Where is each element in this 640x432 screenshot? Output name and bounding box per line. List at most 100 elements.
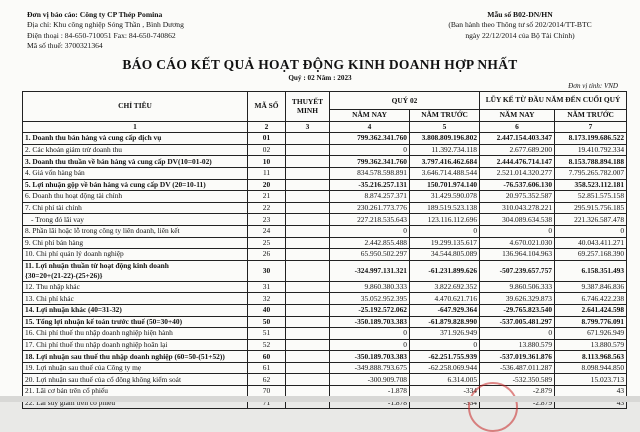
row-q-this-year: 227.218.535.643 — [329, 213, 410, 226]
index-7: 7 — [554, 120, 628, 134]
row-y-last-year: 19.410.792.334 — [554, 143, 628, 157]
row-y-this-year: 39.626.329.873 — [479, 292, 556, 305]
row-label: 10. Chi phí quản lý doanh nghiệp — [22, 248, 248, 261]
row-q-this-year: 799.362.341.760 — [329, 155, 410, 168]
row-y-this-year: -537.005.481.297 — [479, 315, 556, 329]
row-q-last-year: -61.879.828.990 — [408, 315, 481, 329]
index-5: 5 — [408, 120, 481, 134]
table-row: 15. Tổng lợi nhuận kế toán trước thuế (5… — [22, 315, 628, 329]
row-q-this-year: -349.888.793.675 — [329, 361, 410, 375]
row-q-last-year: 11.392.734.118 — [408, 143, 481, 157]
row-label: 7. Chi phí tài chính — [22, 201, 248, 215]
row-note — [285, 236, 330, 250]
row-q-this-year: 9.860.380.333 — [329, 280, 410, 294]
row-note — [285, 248, 330, 261]
row-y-last-year: 7.795.265.782.007 — [554, 166, 628, 180]
company-phone: Điện thoại : 84-650-710051 Fax: 84-650-7… — [27, 30, 176, 40]
row-label: 6. Doanh thu hoạt động tài chính — [22, 190, 248, 203]
row-q-this-year: -324.997.131.321 — [329, 259, 410, 282]
table-row: 18. Lợi nhuận sau thuế thu nhập doanh ng… — [22, 350, 628, 363]
row-q-last-year: 6.314.005 — [408, 373, 481, 387]
row-code: 32 — [247, 292, 286, 305]
row-q-last-year: -61.231.899.626 — [408, 259, 481, 282]
row-label: 4. Giá vốn hàng bán — [22, 166, 248, 180]
row-q-last-year: 123.116.112.696 — [408, 213, 481, 226]
table-row: 12. Thu nhập khác 31 9.860.380.333 3.822.69… — [22, 280, 628, 294]
row-y-this-year: -507.239.657.757 — [479, 259, 556, 282]
row-y-last-year: 52.851.575.158 — [554, 190, 628, 203]
row-note — [285, 361, 330, 375]
row-y-last-year: 671.926.949 — [554, 327, 628, 340]
form-note-1: (Ban hành theo Thông tư số 202/2014/TT-B… — [448, 20, 592, 30]
row-note — [285, 201, 330, 215]
row-y-this-year: 0 — [479, 327, 556, 340]
row-code: 10 — [247, 155, 286, 168]
row-y-last-year: 0 — [554, 224, 628, 238]
table-row: 17. Chi phí thuế thu nhập doanh nghiệp h… — [22, 338, 628, 352]
row-code: 40 — [247, 303, 286, 317]
row-q-this-year: -350.189.703.383 — [329, 350, 410, 363]
header-quarter: QUÝ 02 — [328, 91, 481, 110]
row-q-this-year: 0 — [329, 327, 410, 340]
table-row: - Trong đó lãi vay 23 227.218.535.643 123.1… — [22, 213, 628, 226]
header-ytd: LŨY KẾ TỪ ĐẦU NĂM ĐẾN CUỐI QUÝ — [479, 91, 628, 110]
row-q-last-year: 3.646.714.488.544 — [408, 166, 481, 180]
row-q-last-year: 31.429.590.078 — [408, 190, 481, 203]
row-note — [285, 338, 330, 352]
row-y-this-year: 2.521.014.320.277 — [479, 166, 556, 180]
row-q-this-year: 8.874.257.371 — [329, 190, 410, 203]
row-q-this-year: 230.261.773.776 — [329, 201, 410, 215]
row-code: 52 — [247, 338, 286, 352]
row-code: 22 — [247, 201, 286, 215]
table-row: 2. Các khoản giảm trừ doanh thu 02 0 11.392… — [22, 143, 628, 157]
row-label: 2. Các khoản giảm trừ doanh thu — [22, 143, 248, 157]
row-y-this-year: -536.487.011.287 — [479, 361, 556, 375]
row-code: 31 — [247, 280, 286, 294]
row-note — [285, 178, 330, 192]
row-note — [285, 166, 330, 180]
row-y-last-year: 358.523.112.181 — [554, 178, 628, 192]
row-q-last-year: 150.701.974.140 — [408, 178, 481, 192]
table-row: 9. Chi phí bán hàng 25 2.442.855.488 19.299… — [22, 236, 628, 250]
row-y-this-year: 0 — [479, 224, 556, 238]
row-label: 11. Lợi nhuận thuần từ hoạt động kinh do… — [22, 259, 248, 282]
company-stamp — [468, 382, 518, 432]
row-q-this-year: -300.909.708 — [329, 373, 410, 387]
table-row: 5. Lợi nhuận gộp về bán hàng và cung cấp… — [22, 178, 628, 192]
row-code: 25 — [247, 236, 286, 250]
row-y-last-year: 40.043.411.271 — [554, 236, 628, 250]
row-q-this-year: 0 — [329, 338, 410, 352]
index-4: 4 — [329, 120, 410, 134]
company-info: Đơn vị báo cáo: Công ty CP Thép Pomina Đ… — [27, 10, 184, 51]
row-y-this-year: 2.447.154.403.347 — [479, 132, 556, 145]
row-y-last-year: 295.915.756.185 — [554, 201, 628, 215]
row-q-last-year: 34.544.805.089 — [408, 248, 481, 261]
row-q-this-year: 799.362.341.760 — [329, 132, 410, 145]
row-y-this-year: -76.537.606.130 — [479, 178, 556, 192]
row-q-last-year: 19.299.135.617 — [408, 236, 481, 250]
row-note — [285, 373, 330, 387]
row-q-this-year: 0 — [329, 224, 410, 238]
form-note-2: ngày 22/12/2014 của Bộ Tài Chính) — [465, 30, 575, 40]
currency-unit: Đơn vị tính: VND — [568, 82, 618, 90]
row-note — [285, 190, 330, 203]
row-code: 20 — [247, 178, 286, 192]
company-tax: Mã số thuế: 3700321364 — [27, 40, 103, 50]
row-note — [285, 280, 330, 294]
row-code: 62 — [247, 373, 286, 387]
row-code: 24 — [247, 224, 286, 238]
row-y-last-year: 8.799.776.091 — [554, 315, 628, 329]
index-3: 3 — [285, 120, 330, 134]
company-address: Địa chỉ: Khu công nghiệp Sóng Thần , Bìn… — [27, 20, 184, 30]
table-row: 20. Lợi nhuận sau thuế của cổ đông không… — [22, 373, 628, 387]
row-y-this-year: 310.043.278.221 — [479, 201, 556, 215]
row-label: 8. Phần lãi hoặc lỗ trong công ty liên d… — [22, 224, 248, 238]
company-unit: Đơn vị báo cáo: Công ty CP Thép Pomina — [27, 10, 163, 19]
header-y-last-year: NĂM TRƯỚC — [554, 109, 628, 122]
row-note — [285, 350, 330, 363]
row-q-last-year: -62.251.755.939 — [408, 350, 481, 363]
row-label: 18. Lợi nhuận sau thuế thu nhập doanh ng… — [22, 350, 248, 363]
row-note — [285, 259, 330, 282]
row-y-last-year: 8.098.944.850 — [554, 361, 628, 375]
header-y-this-year: NĂM NAY — [479, 109, 556, 122]
